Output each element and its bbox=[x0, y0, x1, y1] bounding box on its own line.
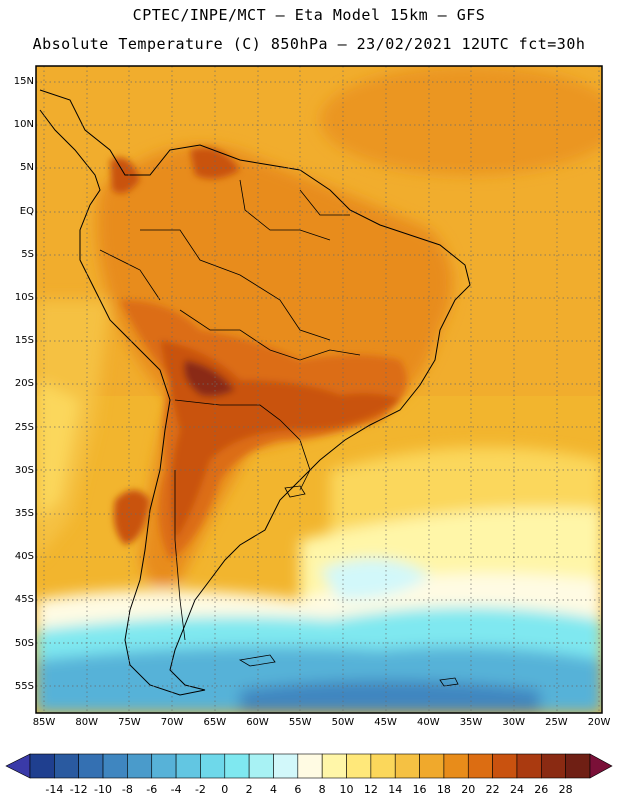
colorbar-swatch bbox=[78, 753, 104, 779]
colorbar-tick-label: 16 bbox=[412, 783, 427, 796]
colorbar-high-arrow bbox=[589, 753, 613, 779]
colorbar-swatch bbox=[29, 753, 55, 779]
colorbar-swatch bbox=[54, 753, 79, 779]
map-title-line-1: CPTEC/INPE/MCT – Eta Model 15km – GFS bbox=[132, 6, 486, 24]
lon-label: 55W bbox=[288, 717, 312, 728]
lon-label: 75W bbox=[118, 717, 141, 728]
colorbar-tick-label: -8 bbox=[121, 783, 133, 796]
colorbar-tick-label: 6 bbox=[294, 783, 302, 796]
field-hot-core bbox=[184, 360, 235, 397]
lon-label: 85W bbox=[32, 717, 56, 728]
colorbar-swatch bbox=[565, 753, 591, 779]
lat-label: 20S bbox=[14, 378, 34, 390]
colorbar-swatch bbox=[224, 753, 250, 779]
lagoon bbox=[284, 485, 306, 498]
lat-label: 35S bbox=[14, 508, 34, 519]
temperature-map bbox=[35, 65, 603, 714]
field-southern-minus8 bbox=[240, 680, 540, 713]
colorbar-tick-label: 28 bbox=[558, 783, 573, 796]
colorbar-swatch bbox=[151, 753, 177, 779]
lat-label: 15S bbox=[14, 335, 34, 347]
colorbar-tick-label: 14 bbox=[388, 783, 403, 796]
colorbar-tick-label: 12 bbox=[363, 783, 378, 796]
lat-label: 10N bbox=[13, 119, 34, 131]
colorbar-swatch bbox=[273, 753, 299, 779]
lon-label: 70W bbox=[160, 717, 184, 728]
field-pacific-cooler bbox=[36, 380, 80, 520]
field-cold-tongue bbox=[320, 558, 430, 600]
country-borders bbox=[99, 179, 361, 641]
colorbar-tick-label: -2 bbox=[194, 783, 206, 796]
field-venezuela-warm bbox=[190, 147, 240, 179]
colorbar-tick-label: 4 bbox=[269, 783, 277, 796]
lon-label: 30W bbox=[502, 717, 525, 728]
colorbar-swatch bbox=[541, 753, 566, 779]
lon-label: 20W bbox=[587, 717, 611, 728]
colorbar-swatch bbox=[516, 753, 542, 779]
map-title-line-2: Absolute Temperature (C) 850hPa – 23/02/… bbox=[32, 35, 586, 53]
colorbar-tick-label: 20 bbox=[461, 783, 476, 796]
lat-label: 5S bbox=[21, 248, 34, 260]
colorbar-swatch bbox=[419, 753, 445, 779]
lat-label: 10S bbox=[14, 292, 34, 303]
colorbar-swatch bbox=[492, 753, 518, 779]
colorbar-swatch bbox=[467, 753, 493, 779]
lon-label: 65W bbox=[203, 717, 227, 728]
lon-label: 80W bbox=[75, 717, 98, 728]
lon-label: 40W bbox=[416, 717, 440, 728]
colorbar-tick-label: 2 bbox=[245, 783, 253, 796]
lon-label: 60W bbox=[246, 717, 269, 728]
colorbar-swatch bbox=[443, 753, 469, 779]
colorbar-swatch bbox=[200, 753, 226, 779]
colorbar-swatch bbox=[321, 753, 347, 779]
colorbar-tick-label: -12 bbox=[69, 783, 88, 796]
colorbar-swatch bbox=[102, 753, 128, 779]
map-frame bbox=[35, 65, 603, 714]
colorbar-tick-label: 8 bbox=[318, 783, 326, 796]
colorbar-swatch bbox=[394, 753, 420, 779]
lon-label: 50W bbox=[331, 717, 355, 728]
lat-label: 25S bbox=[14, 421, 34, 433]
colorbar-tick-label: 10 bbox=[339, 783, 354, 796]
colorbar-swatch bbox=[248, 753, 274, 779]
colorbar-tick-label: 18 bbox=[436, 783, 451, 796]
lat-label: 55S bbox=[14, 680, 34, 692]
colorbar-tick-label: 0 bbox=[221, 783, 229, 796]
lon-label: 35W bbox=[459, 717, 483, 728]
colorbar-swatch bbox=[297, 753, 323, 779]
colorbar-swatch bbox=[346, 753, 372, 779]
field-atlantic-warm bbox=[320, 66, 602, 175]
colorbar-low-arrow bbox=[5, 753, 31, 779]
falkland-islands bbox=[238, 654, 276, 667]
colorbar-tick-label: 24 bbox=[509, 783, 524, 796]
lat-label: 30S bbox=[14, 464, 34, 476]
colorbar-tick-label: -4 bbox=[170, 783, 182, 796]
colorbar-tick-label: 22 bbox=[485, 783, 500, 796]
colorbar-tick-label: -10 bbox=[94, 783, 113, 796]
colorbar-tick-label: -14 bbox=[45, 783, 64, 796]
colorbar-swatch bbox=[175, 753, 201, 779]
south-georgia bbox=[439, 677, 459, 687]
lon-label: 45W bbox=[374, 717, 397, 728]
lat-label: 40S bbox=[14, 551, 34, 563]
colorbar-swatch bbox=[370, 753, 396, 779]
colorbar-tick-label: -6 bbox=[146, 783, 158, 796]
colorbar-tick-label: 26 bbox=[534, 783, 549, 796]
lat-label: 45S bbox=[14, 594, 34, 606]
field-chile-warm bbox=[113, 490, 150, 545]
lat-label: 5N bbox=[20, 162, 34, 174]
lon-label: 25W bbox=[545, 717, 568, 728]
lat-label: EQ bbox=[19, 205, 34, 217]
colorbar-swatch bbox=[127, 753, 153, 779]
colorbar bbox=[5, 753, 613, 779]
lat-label: 15N bbox=[13, 76, 34, 87]
lat-label: 50S bbox=[14, 637, 34, 649]
